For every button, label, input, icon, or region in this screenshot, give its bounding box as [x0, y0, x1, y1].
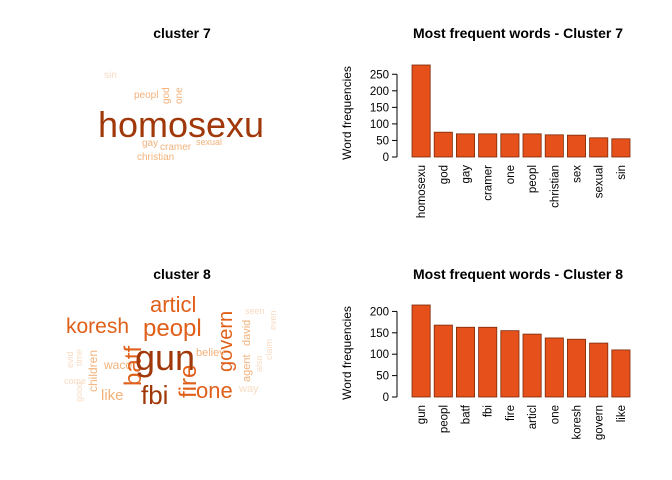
y-tick-label: 100 — [370, 119, 389, 131]
y-tick-label: 200 — [370, 306, 389, 318]
bar-batf — [455, 326, 476, 398]
bar-chart-cluster-8: Most frequent words - Cluster 8 Word freq… — [340, 266, 631, 440]
wordcloud-panel-cluster-7: cluster 7 sin peopl god one homosexu gay… — [98, 25, 264, 163]
cloud-word: peopl — [134, 90, 158, 101]
x-category-label: fbi — [483, 405, 495, 417]
cloud-word: batf — [120, 346, 147, 386]
bar-chart-cluster-7: Most frequent words - Cluster 7 Word freq… — [340, 25, 631, 218]
wordcloud-panel-cluster-8: cluster 8 articl koresh peopl govern see… — [64, 266, 278, 410]
cloud-word: like — [101, 387, 124, 404]
cloud-word: even — [268, 310, 278, 330]
y-tick-label: 150 — [370, 328, 389, 340]
y-tick-label: 50 — [376, 371, 389, 383]
cloud-word: god — [161, 87, 172, 104]
x-category-label: gun — [416, 405, 428, 424]
x-category-label: govern — [594, 405, 606, 440]
bar-govern — [589, 342, 609, 398]
y-axis-label: Word frequencies — [340, 306, 354, 400]
cloud-word: christian — [137, 152, 174, 163]
cloud-word-largest: gun — [135, 337, 195, 378]
y-tick-label: 0 — [383, 392, 389, 404]
cloud-word: one — [174, 87, 185, 104]
bar-god — [433, 131, 453, 158]
x-category-label: articl — [527, 405, 539, 429]
bar-one — [544, 337, 564, 398]
y-axis-label: Word frequencies — [340, 66, 354, 160]
cloud-word: articl — [150, 292, 196, 317]
bar-christian — [544, 134, 564, 158]
cloud-word: cramer — [160, 142, 192, 153]
x-category-label: like — [616, 405, 628, 422]
y-tick-label: 150 — [370, 102, 389, 114]
cloud-word: one — [196, 378, 233, 403]
wordcloud-area: articl koresh peopl govern seen even evi… — [64, 292, 278, 410]
y-tick-label: 250 — [370, 69, 389, 81]
cloud-word: way — [238, 383, 259, 395]
cloud-word: fire — [175, 365, 202, 398]
y-tick-label: 100 — [370, 349, 389, 361]
x-category-label: one — [505, 165, 517, 184]
cloud-word: govern — [215, 311, 237, 372]
cloud-word: children — [86, 350, 100, 392]
bar-cramer — [478, 133, 498, 158]
x-category-label: sexual — [594, 165, 606, 198]
bar-fire — [500, 330, 520, 398]
bar-gun — [411, 304, 431, 398]
cloud-word: seen — [245, 306, 265, 316]
x-category-label: sex — [572, 165, 584, 183]
wordcloud-title: cluster 8 — [153, 266, 211, 282]
cloud-word-largest: homosexu — [98, 104, 264, 145]
bar-gay — [455, 133, 476, 158]
bar-homosexu — [411, 64, 431, 158]
x-category-label: god — [438, 165, 450, 184]
cloud-word: gay — [142, 138, 158, 149]
x-category-label: homosexu — [416, 165, 428, 218]
cloud-word: good — [74, 382, 84, 402]
x-category-label: fire — [505, 405, 517, 421]
wordcloud-area: sin peopl god one homosexu gay cramer se… — [98, 70, 264, 163]
chart-title: Most frequent words - Cluster 8 — [413, 266, 623, 282]
x-category-label: koresh — [572, 405, 584, 440]
cloud-word: come — [64, 376, 86, 386]
x-category-label: peopl — [438, 405, 450, 433]
cloud-word: time — [74, 349, 84, 366]
cloud-word: believ — [196, 347, 225, 359]
y-tick-label: 0 — [383, 152, 389, 164]
x-category-label: sin — [616, 165, 628, 180]
x-category-label: batf — [461, 404, 473, 424]
cloud-word: fbi — [141, 380, 168, 410]
cloud-word: also — [254, 355, 264, 372]
bar-fbi — [478, 326, 498, 398]
y-tick-label: 200 — [370, 86, 389, 98]
cloud-word: evid — [65, 351, 75, 368]
bar-articl — [522, 333, 542, 398]
bar-sexual — [589, 137, 609, 158]
y-tick-label: 50 — [376, 135, 389, 147]
bar-sex — [566, 134, 587, 158]
chart-title: Most frequent words - Cluster 7 — [413, 25, 623, 41]
x-category-label: gay — [461, 165, 473, 184]
cloud-word: sin — [104, 70, 117, 81]
cloud-word: claim — [264, 339, 274, 360]
bar-peopl — [522, 133, 542, 158]
cloud-word: agent — [241, 354, 253, 382]
cloud-word: david — [241, 320, 253, 346]
x-category-label: christian — [549, 165, 561, 208]
wordcloud-title: cluster 7 — [153, 25, 211, 41]
cloud-word: waco — [103, 358, 132, 372]
x-category-label: cramer — [483, 165, 495, 201]
bar-one — [500, 133, 520, 158]
cloud-word: koresh — [66, 315, 129, 338]
x-category-label: peopl — [527, 165, 539, 193]
x-category-label: one — [549, 405, 561, 424]
bar-sin — [611, 138, 631, 158]
bar-koresh — [566, 338, 587, 398]
bar-peopl — [433, 324, 453, 398]
cloud-word: peopl — [143, 315, 202, 342]
bar-like — [611, 349, 631, 398]
cloud-word: sexual — [196, 137, 222, 147]
